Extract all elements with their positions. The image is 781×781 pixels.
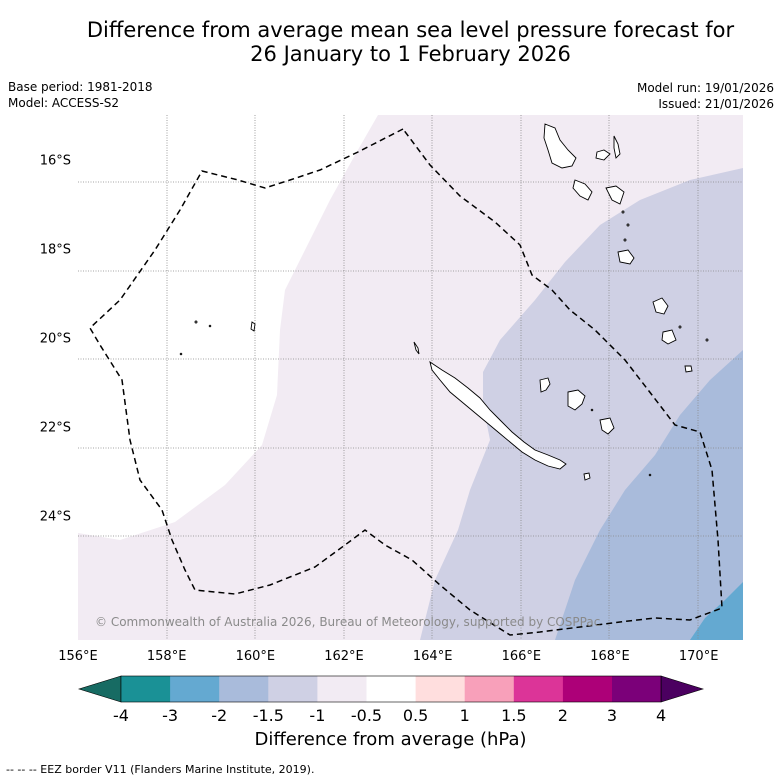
lat-tick-label: 24°S bbox=[40, 509, 71, 524]
lon-tick-label: 156°E bbox=[58, 649, 98, 664]
espiritu-santo-island bbox=[543, 123, 577, 169]
lon-tick-label: 166°E bbox=[502, 649, 542, 664]
lon-tick-label: 168°E bbox=[590, 649, 630, 664]
colorbar-tick-label: 4 bbox=[656, 706, 666, 725]
copyright-text: © Commonwealth of Australia 2026, Bureau… bbox=[95, 615, 600, 629]
tanna-island bbox=[661, 329, 677, 345]
lat-tick-label: 18°S bbox=[40, 242, 71, 257]
title-line-1: Difference from average mean sea level p… bbox=[86, 18, 735, 42]
efate-island bbox=[617, 249, 635, 265]
colorbar-extend-low bbox=[77, 675, 122, 703]
longitude-ticks: 156°E 158°E 160°E 162°E 164°E 166°E 168°E 170°E bbox=[58, 649, 718, 664]
pentecost-island bbox=[595, 149, 611, 161]
lifou-island bbox=[567, 389, 586, 411]
issued-text: Issued: 21/01/2026 bbox=[658, 97, 774, 111]
chesterfield-islet-1 bbox=[250, 321, 256, 332]
malakula-island bbox=[572, 179, 593, 201]
colorbar-tick-label: -4 bbox=[113, 706, 129, 725]
lat-tick-label: 16°S bbox=[40, 153, 71, 168]
lon-tick-label: 162°E bbox=[324, 649, 364, 664]
model-text: Model: ACCESS-S2 bbox=[8, 96, 120, 110]
title-line-2: 26 January to 1 February 2026 bbox=[250, 42, 571, 66]
lon-tick-label: 164°E bbox=[413, 649, 453, 664]
colorbar-extend-high bbox=[660, 675, 705, 703]
lon-tick-label: 170°E bbox=[679, 649, 719, 664]
colorbar-tick-label: 1 bbox=[460, 706, 470, 725]
eez-border bbox=[89, 128, 723, 636]
colorbar-segment bbox=[170, 676, 220, 702]
base-period-text: Base period: 1981-2018 bbox=[8, 80, 153, 94]
colorbar-tick-label: -3 bbox=[162, 706, 178, 725]
ambrym-island bbox=[605, 185, 625, 205]
latitude-ticks: 16°S 18°S 20°S 22°S 24°S bbox=[40, 153, 71, 524]
new-caledonia-island bbox=[429, 360, 567, 470]
colorbar-segment bbox=[415, 676, 466, 702]
lon-tick-label: 160°E bbox=[236, 649, 276, 664]
meta-left: Base period: 1981-2018 Model: ACCESS-S2 bbox=[8, 79, 153, 111]
colorbar-segment bbox=[317, 676, 367, 702]
colorbar-tick-label: 0.5 bbox=[403, 706, 428, 725]
meta-right: Model run: 19/01/2026 Issued: 21/01/2026 bbox=[637, 80, 774, 112]
colorbar-segment bbox=[366, 676, 417, 702]
colorbar-segment bbox=[513, 676, 564, 702]
colorbar-tick-label: -1.5 bbox=[253, 706, 284, 725]
colorbar-segment bbox=[268, 676, 318, 702]
anomaly-band-minus-1-5 bbox=[555, 350, 743, 640]
colorbar-tick-label: -2 bbox=[211, 706, 227, 725]
ouvea-island bbox=[539, 377, 551, 393]
colorbar-segment bbox=[464, 676, 515, 702]
lat-tick-label: 20°S bbox=[40, 331, 71, 346]
colorbar-tick-label: 1.5 bbox=[501, 706, 526, 725]
colorbar-segment bbox=[612, 676, 662, 702]
colorbar-tick-label: -0.5 bbox=[351, 706, 382, 725]
erromango-island bbox=[652, 297, 669, 315]
colorbar-tick-label: -1 bbox=[309, 706, 325, 725]
lat-tick-label: 22°S bbox=[40, 420, 71, 435]
colorbar-segment bbox=[121, 676, 171, 702]
colorbar-segment bbox=[219, 676, 269, 702]
belep-island bbox=[413, 341, 420, 355]
grid-lines bbox=[78, 115, 743, 640]
colorbar-border bbox=[120, 675, 662, 703]
chart-title: Difference from average mean sea level p… bbox=[0, 18, 781, 66]
colorbar-segment bbox=[562, 676, 613, 702]
colorbar-label: Difference from average (hPa) bbox=[254, 729, 527, 750]
mare-island bbox=[599, 417, 615, 435]
anomaly-band-minus-2 bbox=[690, 582, 743, 640]
model-run-text: Model run: 19/01/2026 bbox=[636, 81, 774, 95]
eez-legend-text: -- -- -- EEZ border V11 (Flanders Marine… bbox=[6, 763, 315, 776]
colorbar: -4 -3 -2 -1.5 -1 -0.5 0.5 1 1.5 2 3 4 bbox=[77, 675, 705, 725]
maewo-island bbox=[613, 135, 621, 159]
lon-tick-label: 158°E bbox=[147, 649, 187, 664]
colorbar-tick-label: 2 bbox=[558, 706, 568, 725]
aneityum-island bbox=[684, 365, 693, 373]
colorbar-tick-label: 3 bbox=[607, 706, 617, 725]
isle-of-pines bbox=[583, 472, 591, 481]
land-outlines bbox=[179, 123, 709, 481]
